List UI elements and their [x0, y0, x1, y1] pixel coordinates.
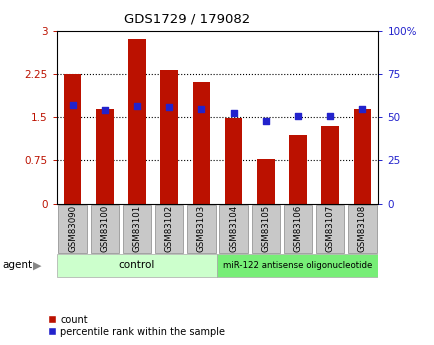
FancyBboxPatch shape: [283, 205, 312, 253]
Text: control: control: [118, 260, 155, 270]
Text: GSM83103: GSM83103: [197, 205, 205, 252]
Text: GSM83104: GSM83104: [229, 205, 237, 252]
Point: [262, 118, 269, 124]
FancyBboxPatch shape: [56, 254, 217, 277]
Bar: [256, 159, 274, 204]
Text: GSM83090: GSM83090: [68, 205, 77, 252]
FancyBboxPatch shape: [90, 205, 119, 253]
Bar: [224, 118, 242, 204]
Point: [165, 104, 172, 110]
Text: GDS1729 / 179082: GDS1729 / 179082: [124, 12, 250, 25]
FancyBboxPatch shape: [315, 205, 344, 253]
Text: GSM83100: GSM83100: [100, 205, 109, 252]
Point: [69, 102, 76, 107]
FancyBboxPatch shape: [155, 205, 183, 253]
Text: GSM83107: GSM83107: [325, 205, 334, 252]
Legend: count, percentile rank within the sample: count, percentile rank within the sample: [48, 315, 224, 337]
Point: [230, 110, 237, 116]
Bar: [96, 109, 113, 204]
Text: GSM83102: GSM83102: [164, 205, 173, 252]
Point: [326, 113, 333, 118]
Bar: [353, 109, 370, 204]
Text: agent: agent: [2, 260, 32, 270]
Point: [197, 106, 204, 111]
FancyBboxPatch shape: [122, 205, 151, 253]
Text: miR-122 antisense oligonucleotide: miR-122 antisense oligonucleotide: [223, 261, 372, 270]
Point: [294, 114, 301, 119]
Bar: [321, 126, 338, 204]
FancyBboxPatch shape: [251, 205, 279, 253]
Point: [133, 103, 140, 109]
FancyBboxPatch shape: [219, 205, 247, 253]
FancyBboxPatch shape: [347, 205, 376, 253]
Text: ▶: ▶: [33, 260, 41, 270]
Point: [101, 107, 108, 112]
Text: GSM83108: GSM83108: [357, 205, 366, 252]
Point: [358, 106, 365, 111]
FancyBboxPatch shape: [187, 205, 215, 253]
Bar: [64, 74, 81, 204]
Bar: [289, 135, 306, 204]
Bar: [192, 82, 210, 204]
Bar: [160, 70, 178, 204]
Text: GSM83106: GSM83106: [293, 205, 302, 252]
Text: GSM83105: GSM83105: [261, 205, 270, 252]
Text: GSM83101: GSM83101: [132, 205, 141, 252]
FancyBboxPatch shape: [58, 205, 87, 253]
FancyBboxPatch shape: [217, 254, 378, 277]
Bar: [128, 39, 145, 204]
